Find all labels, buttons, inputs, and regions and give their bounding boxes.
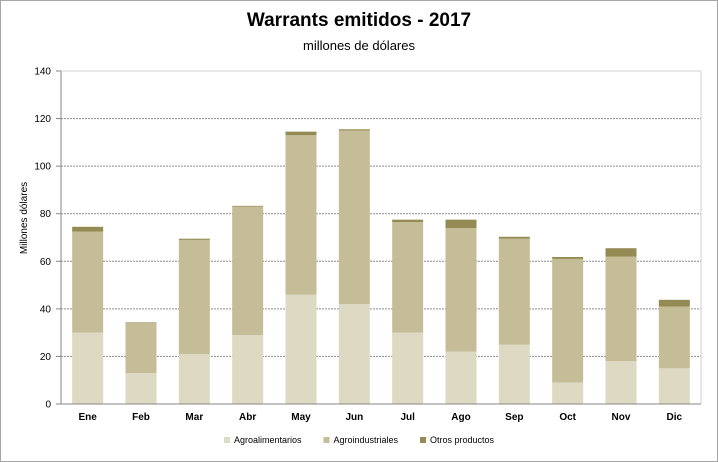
bar-sep-otros-productos [498,236,530,239]
x-tick-label: Sep [505,412,523,423]
bar-dic-agroindustriales [658,306,690,369]
bar-may-agroalimentarios [285,294,317,404]
legend-swatch [223,437,230,443]
chart-title: Warrants emitidos - 2017 [246,10,472,31]
bar-may-agroindustriales [285,135,317,295]
bar-jul-otros-productos [392,219,424,223]
bar-jun-agroindustriales [338,130,370,305]
x-tick-label: Nov [612,412,631,423]
bar-dic-otros-productos [658,299,690,307]
x-tick-label: Ago [451,412,470,423]
y-tick-label: 80 [40,209,52,220]
bar-jul-agroalimentarios [392,332,424,404]
bar-feb-agroindustriales [125,323,157,374]
x-tick-label: Abr [239,412,256,423]
bar-sep-agroindustriales [498,238,530,345]
legend-swatch [420,437,427,443]
y-axis-label: Millones dólares [19,182,30,254]
bar-ago-agroindustriales [445,227,477,352]
bar-abr-agroalimentarios [232,335,264,404]
bar-mar-otros-productos [178,238,210,240]
y-tick-label: 40 [40,304,52,315]
axes [56,70,702,405]
y-tick-label: 0 [45,400,51,411]
x-tick-label: Mar [185,412,203,423]
legend-label: Agroalimentarios [234,435,302,445]
bar-sep-agroalimentarios [498,344,530,404]
bars [72,129,690,404]
x-tick-label: Ene [78,412,97,423]
y-tick-label: 100 [34,162,51,173]
chart-subtitle: millones de dólares [302,38,415,53]
legend: Agroalimentarios Agroindustriales Otros pr… [223,435,495,445]
x-tick-label: May [291,412,311,423]
legend-label: Otros productos [430,435,495,445]
bar-nov-agroalimentarios [605,361,637,404]
x-tick-label: Jun [345,412,363,423]
bar-ago-otros-productos [445,219,477,228]
bar-oct-otros-productos [552,257,584,259]
bar-feb-otros-productos [125,322,157,324]
bar-feb-agroalimentarios [125,373,157,404]
bar-nov-agroindustriales [605,256,637,362]
y-tick-label: 60 [40,257,52,268]
x-tick-label: Oct [559,412,576,423]
bar-nov-otros-productos [605,248,637,257]
bar-mar-agroalimentarios [178,354,210,404]
bar-jun-otros-productos [338,129,370,131]
bar-oct-agroalimentarios [552,382,584,404]
legend-swatch [323,437,330,443]
bar-ago-agroalimentarios [445,351,477,404]
y-tick-label: 140 [34,67,51,78]
y-tick-labels: 0 20 40 60 80 100 120 140 [34,67,51,411]
legend-label: Agroindustriales [333,435,398,445]
bar-oct-agroindustriales [552,258,584,383]
y-tick-label: 120 [34,114,51,125]
bar-jul-agroindustriales [392,222,424,333]
gridlines [61,70,701,357]
bar-ene-agroalimentarios [72,332,104,404]
x-tick-label: Dic [667,412,683,423]
x-tick-label: Jul [400,412,415,423]
x-tick-labels: Ene Feb Mar Abr May Jun Jul Ago Sep Oct Nov Dic [78,412,682,423]
bar-mar-agroindustriales [178,239,210,355]
y-tick-label: 20 [40,352,52,363]
bar-abr-agroindustriales [232,206,264,336]
bar-dic-agroalimentarios [658,368,690,404]
bar-jun-agroalimentarios [338,304,370,404]
bar-ene-otros-productos [72,226,104,232]
bar-may-otros-productos [285,131,317,136]
bar-ene-agroindustriales [72,231,104,333]
x-tick-label: Feb [132,412,150,423]
bar-abr-otros-productos [232,205,264,207]
